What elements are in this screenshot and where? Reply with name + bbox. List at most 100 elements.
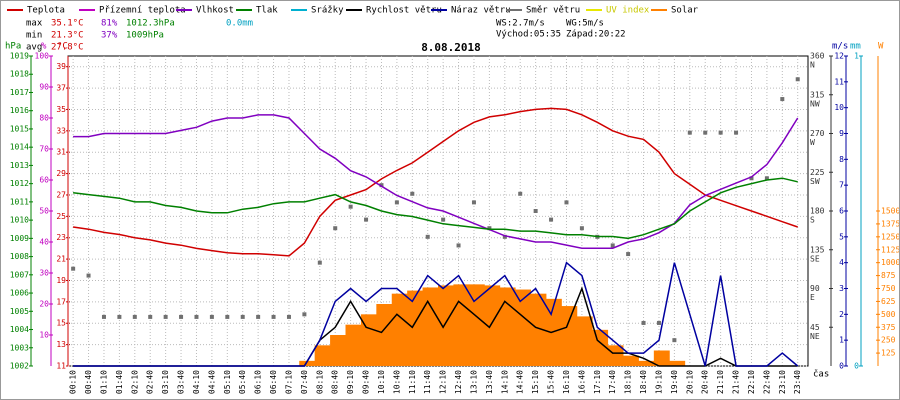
x-tick-label: 15:10 xyxy=(531,370,540,394)
y-tick-label: 30 xyxy=(39,269,49,278)
direction-point xyxy=(132,314,137,319)
stat-value: 1012.3hPa xyxy=(126,19,175,29)
solar-bar xyxy=(515,289,531,366)
y-tick-label: 1002 xyxy=(10,362,29,371)
legend-label: Srážky xyxy=(311,6,344,16)
direction-point xyxy=(533,209,538,213)
x-tick-label: 12:10 xyxy=(439,370,448,394)
y-tick-label: 1006 xyxy=(10,289,29,298)
y-tick-label: 60 xyxy=(39,176,49,185)
direction-point xyxy=(795,77,800,82)
y-tick-label: 6 xyxy=(839,207,844,216)
solar-bar xyxy=(453,284,470,366)
legend-label: Náraz větru xyxy=(451,6,511,16)
direction-point xyxy=(579,226,584,231)
direction-point xyxy=(549,217,554,222)
y-tick-label: 1017 xyxy=(10,88,29,97)
x-tick-label: 18:10 xyxy=(624,370,633,394)
direction-point xyxy=(641,320,646,325)
x-tick-label: 20:10 xyxy=(685,370,694,394)
direction-point xyxy=(502,234,507,239)
info-text: WS:2.7m/s xyxy=(496,19,545,29)
y-tick-label: 10 xyxy=(834,103,844,112)
axis-unit: °C xyxy=(57,42,68,52)
direction-point xyxy=(564,200,569,205)
y-tick-label: 3 xyxy=(839,284,844,293)
stat-label: max xyxy=(26,19,43,29)
direction-point xyxy=(71,266,76,271)
direction-point xyxy=(117,314,122,319)
y-tick-label: 8 xyxy=(839,155,844,164)
y-tick-label: 625 xyxy=(881,297,896,306)
y-tick-label: 2 xyxy=(839,310,844,319)
x-tick-label: 07:10 xyxy=(284,370,293,394)
y-tick-label: 0 xyxy=(854,362,859,371)
y-tick-label: 80 xyxy=(39,114,49,123)
direction-point xyxy=(672,338,677,343)
x-tick-label: 23:40 xyxy=(793,370,802,394)
x-tick-label: 10:40 xyxy=(392,370,401,394)
info-text: Východ:05:35 xyxy=(496,30,561,40)
x-tick-label: 19:10 xyxy=(654,370,663,394)
y-tick-label: 27 xyxy=(56,190,66,199)
x-tick-label: 10:10 xyxy=(377,370,386,394)
y-tick-label: 1125 xyxy=(881,245,900,254)
direction-point xyxy=(333,226,338,231)
direction-point xyxy=(194,314,199,319)
series-line xyxy=(73,114,799,249)
x-tick-label: 01:10 xyxy=(99,370,108,394)
legend-label: Směr větru xyxy=(526,6,580,16)
x-tick-label: 14:10 xyxy=(500,370,509,394)
y-tick-label: 90 xyxy=(39,83,49,92)
x-tick-label: 03:40 xyxy=(177,370,186,394)
direction-point xyxy=(471,200,476,205)
y-tick-label: 23 xyxy=(56,233,66,242)
solar-bar xyxy=(653,350,670,366)
stat-value: 35.1°C xyxy=(51,19,84,29)
y-tick-label: 1019 xyxy=(10,52,29,61)
x-tick-label: 13:10 xyxy=(469,370,478,394)
x-tick-label: 04:40 xyxy=(207,370,216,394)
solar-bar xyxy=(530,293,547,366)
x-tick-label: 12:40 xyxy=(454,370,463,394)
y-tick-label: 9 xyxy=(839,129,844,138)
legend-label: Vlhkost xyxy=(196,6,234,16)
axis-unit: mm xyxy=(850,42,861,52)
y-tick-label: 1375 xyxy=(881,219,900,228)
axis-unit: hPa xyxy=(5,42,21,52)
solar-bar xyxy=(623,355,639,366)
solar-bar xyxy=(484,285,501,366)
direction-point xyxy=(86,273,91,278)
axis-unit: % xyxy=(41,42,47,52)
y-tick-label: 135 xyxy=(810,245,825,254)
axis-unit: m/s xyxy=(832,42,848,52)
info-text: Západ:20:22 xyxy=(566,30,626,40)
direction-point xyxy=(656,320,661,325)
y-tick-label: 1011 xyxy=(10,197,29,206)
x-tick-label: 17:40 xyxy=(608,370,617,394)
y-tick-label: 21 xyxy=(56,255,66,264)
solar-bar xyxy=(407,290,424,366)
stat-value: 37% xyxy=(101,31,118,41)
y-tick-label: 35 xyxy=(56,105,66,114)
x-tick-label: 11:40 xyxy=(423,370,432,394)
direction-point xyxy=(410,191,415,196)
solar-bar xyxy=(314,345,331,366)
x-tick-label: 16:40 xyxy=(577,370,586,394)
stat-label: avg xyxy=(26,43,42,53)
legend-label: Přízemní teplota xyxy=(99,6,186,16)
direction-point xyxy=(256,314,261,319)
x-tick-label: 02:10 xyxy=(130,370,139,394)
x-tick-label: 11:10 xyxy=(408,370,417,394)
x-tick-label: 22:10 xyxy=(747,370,756,394)
direction-point xyxy=(441,217,446,222)
y-tick-label: 1015 xyxy=(10,124,29,133)
y-tick-label: 50 xyxy=(39,207,49,216)
direction-point xyxy=(163,314,168,319)
y-tick-label: 100 xyxy=(35,52,50,61)
x-tick-label: 02:40 xyxy=(146,370,155,394)
solar-bar xyxy=(360,314,377,366)
y-tick-label: 1003 xyxy=(10,343,29,352)
x-tick-label: 13:40 xyxy=(485,370,494,394)
